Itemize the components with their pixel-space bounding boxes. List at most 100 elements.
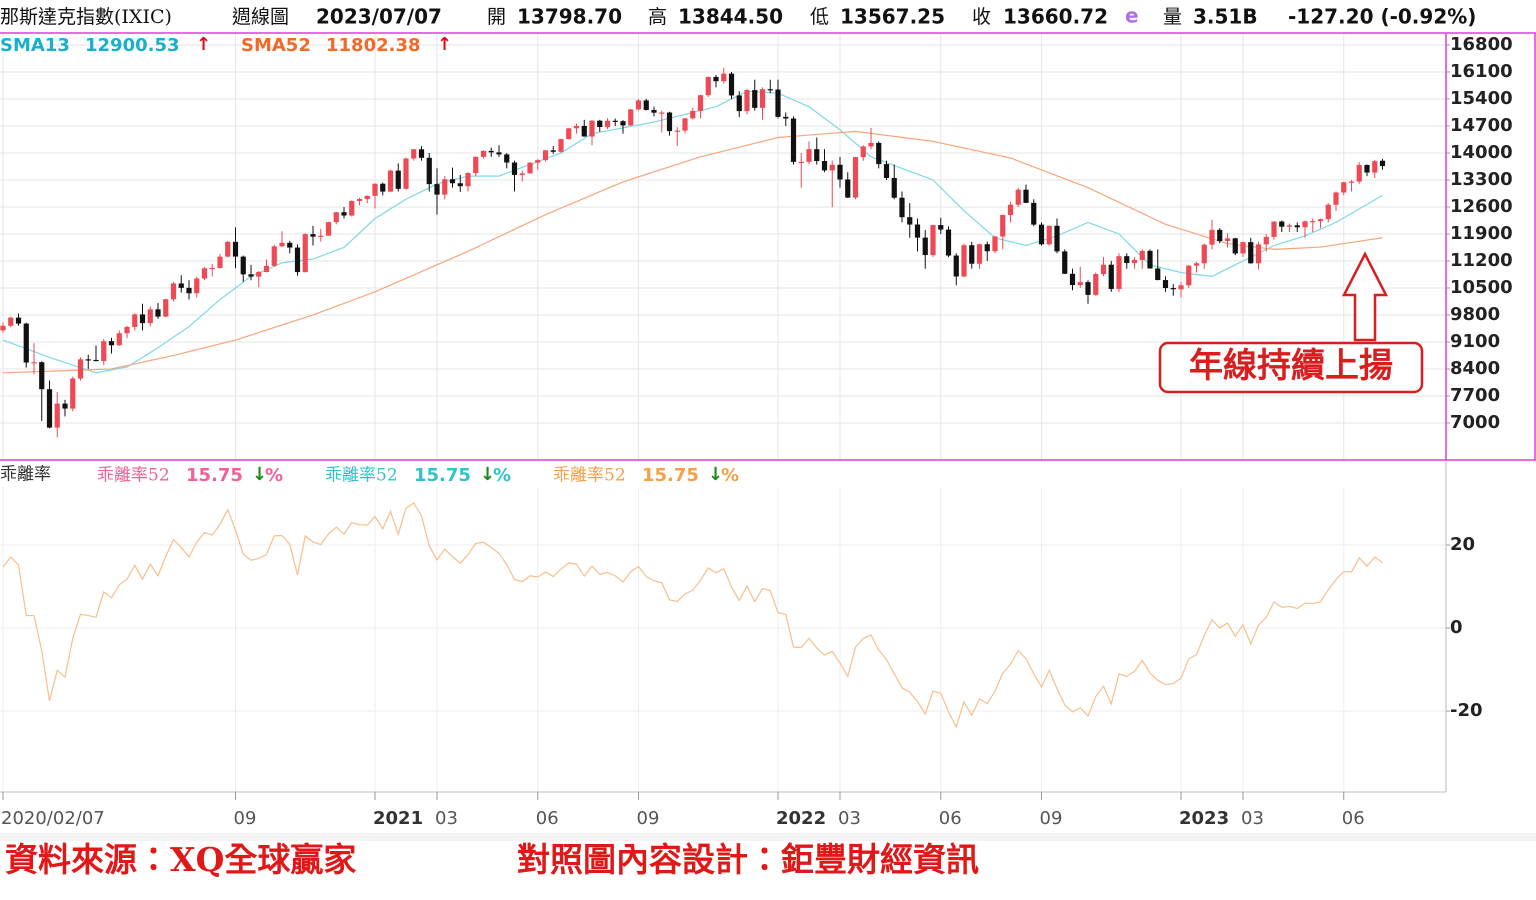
candle-body <box>434 184 440 195</box>
candle-body <box>1317 219 1324 222</box>
candle-body <box>1279 221 1285 227</box>
candle-body <box>8 317 14 326</box>
candle-body <box>488 150 494 153</box>
candle-body <box>302 234 308 273</box>
candle-body <box>1170 288 1176 290</box>
open: 13798.70 <box>517 5 622 29</box>
volume: 3.51B <box>1193 5 1258 29</box>
candle-body <box>1093 274 1099 295</box>
candle-body <box>945 229 952 256</box>
candle-body <box>39 362 45 390</box>
candle-body <box>85 359 91 361</box>
candle-body <box>891 177 897 198</box>
candle-body <box>480 150 487 157</box>
candle-body <box>411 149 417 159</box>
candle-body <box>1124 256 1130 264</box>
candle-body <box>969 245 975 264</box>
high: 13844.50 <box>678 5 783 29</box>
candle-body <box>124 326 130 334</box>
candle-body <box>961 245 967 277</box>
y-tick-label: 14700 <box>1450 115 1513 136</box>
candle-body <box>395 170 401 189</box>
legend-suffix: % <box>493 465 511 486</box>
candle-body <box>209 267 215 270</box>
candle-body <box>225 241 231 257</box>
legend-value: 15.75 <box>186 465 243 486</box>
candle-body <box>690 110 696 119</box>
candle-body <box>1031 202 1037 225</box>
y-tick-label: 11900 <box>1450 223 1513 244</box>
candle-body <box>155 309 161 317</box>
candle-body <box>682 118 688 131</box>
candle-body <box>837 164 843 180</box>
high-label: 高 <box>648 6 667 28</box>
candle-body <box>876 142 882 165</box>
legend-arrow: ↑ <box>437 34 452 55</box>
candle-body <box>70 378 76 409</box>
candle-body <box>1325 204 1331 220</box>
candle-body <box>372 183 378 196</box>
candle-body <box>1302 221 1308 228</box>
candle-body <box>775 89 781 117</box>
candle-body <box>542 150 549 161</box>
close-label: 收 <box>972 6 991 28</box>
price-panel: 16800 16100 15400 14700 14000 13300 12600 11900… <box>0 32 1536 461</box>
candle-body <box>287 242 293 248</box>
x-tick-label: 2022 <box>776 808 826 829</box>
candle-body <box>240 256 246 275</box>
candle-body <box>666 112 673 132</box>
y-tick-label: 16800 <box>1450 34 1513 55</box>
candle-body <box>1263 236 1269 245</box>
x-tick-label: 06 <box>1342 808 1365 829</box>
y-tick-label: 10500 <box>1450 277 1513 298</box>
candle-body <box>403 158 409 189</box>
candle-body <box>573 125 580 129</box>
footer: 資料來源：XQ全球贏家 對照圖內容設計：鉅豐財經資訊 <box>5 840 979 879</box>
candle-body <box>736 95 742 112</box>
legend-arrow: ↑ <box>196 34 211 55</box>
candle-body <box>860 146 866 158</box>
candle-body <box>46 389 53 428</box>
candle-body <box>930 225 936 256</box>
candle-body <box>1077 282 1083 286</box>
x-tick-label: 03 <box>1241 808 1264 829</box>
candle-body <box>1085 282 1091 295</box>
candle-body <box>62 403 68 409</box>
candle-body <box>1217 229 1223 241</box>
candle-body <box>178 283 184 288</box>
candle-body <box>1155 268 1161 281</box>
candle-body <box>1186 265 1192 286</box>
candle-body <box>442 179 448 195</box>
candle-body <box>790 118 797 162</box>
candle-body <box>1372 161 1378 173</box>
candle-body <box>1248 242 1254 264</box>
candle-body <box>511 162 518 175</box>
candle-body <box>23 323 29 363</box>
y-tick-label: -20 <box>1450 700 1483 721</box>
candle-body <box>341 212 347 216</box>
design-note: 對照圖內容設計：鉅豐財經資訊 <box>517 840 979 879</box>
annotation-box <box>1158 341 1424 394</box>
candle-body <box>256 271 262 277</box>
candle-body <box>821 161 828 171</box>
candle-body <box>310 234 316 237</box>
candle-body <box>1364 164 1370 173</box>
candle-body <box>93 359 99 362</box>
axis-band <box>0 833 1536 841</box>
candle-body <box>922 237 928 256</box>
panel-title: 乖離率 <box>0 465 51 485</box>
candle-body <box>914 224 921 238</box>
candle-body <box>1038 224 1045 245</box>
candle-body <box>504 154 510 163</box>
candle-body <box>132 314 138 327</box>
candle-body <box>550 150 556 152</box>
y-tick-label: 12600 <box>1450 196 1513 217</box>
legend-suffix: % <box>721 465 739 486</box>
candle-body <box>976 244 983 264</box>
candle-body <box>387 170 394 192</box>
legend-suffix: % <box>265 465 283 486</box>
low-label: 低 <box>810 6 829 28</box>
candle-body <box>496 152 502 155</box>
